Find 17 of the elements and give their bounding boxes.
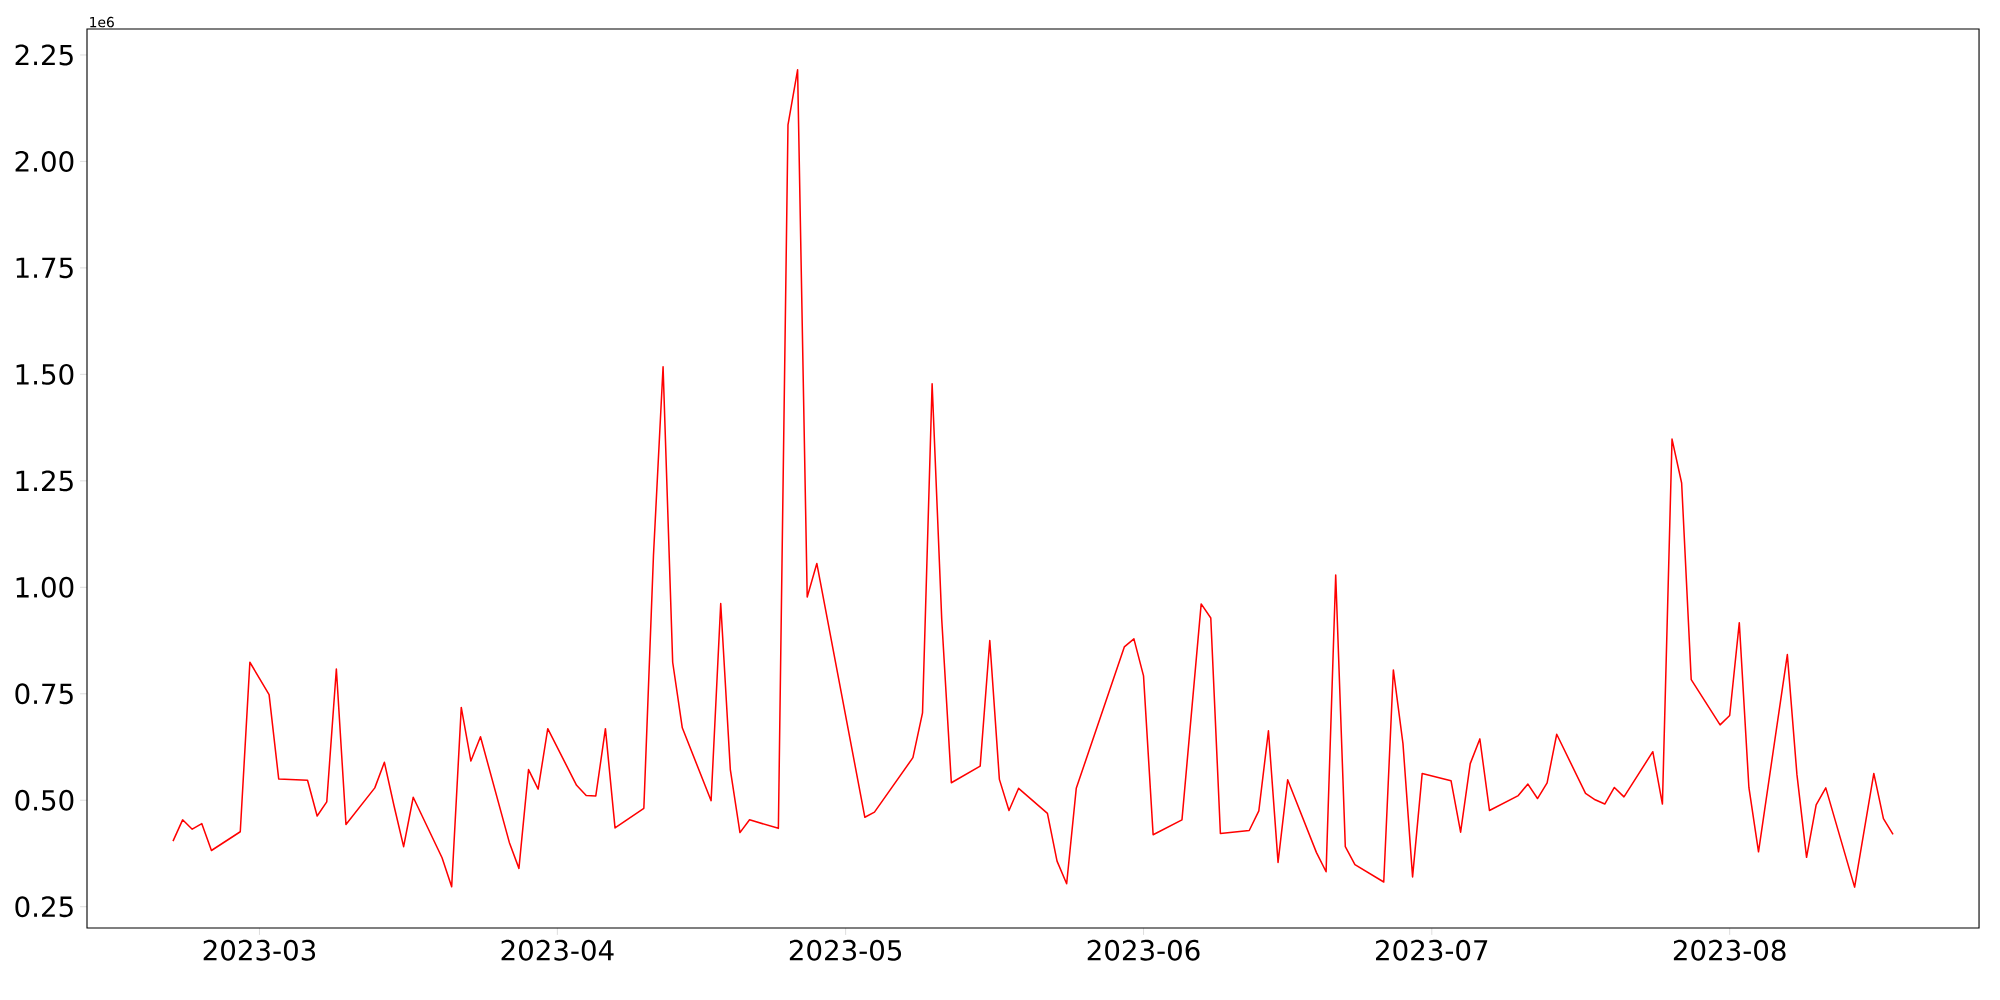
y-tick-label: 1.75 (16, 257, 73, 279)
y-tick-label: 1.50 (16, 363, 74, 385)
y-tick-label: 0.25 (15, 896, 73, 918)
x-tick-label: 2023-08 (1673, 939, 1786, 961)
x-tick-label: 2023-03 (203, 939, 316, 961)
y-tick-label: 1.00 (16, 576, 74, 598)
text: 1e6 (90, 16, 114, 28)
y-tick-label: 0.75 (15, 683, 73, 705)
x-tick-label: 2023-04 (501, 939, 614, 961)
y-tick-label: 1.25 (16, 470, 73, 492)
y-tick-label: 2.25 (15, 44, 73, 66)
y-tick-label: 0.50 (15, 789, 74, 811)
x-tick-label: 2023-07 (1376, 939, 1488, 961)
y-tick-label: 2.00 (15, 150, 74, 172)
x-tick-label: 2023-06 (1087, 939, 1200, 961)
line-series (172, 69, 1894, 888)
x-tick-label: 2023-05 (789, 939, 902, 961)
